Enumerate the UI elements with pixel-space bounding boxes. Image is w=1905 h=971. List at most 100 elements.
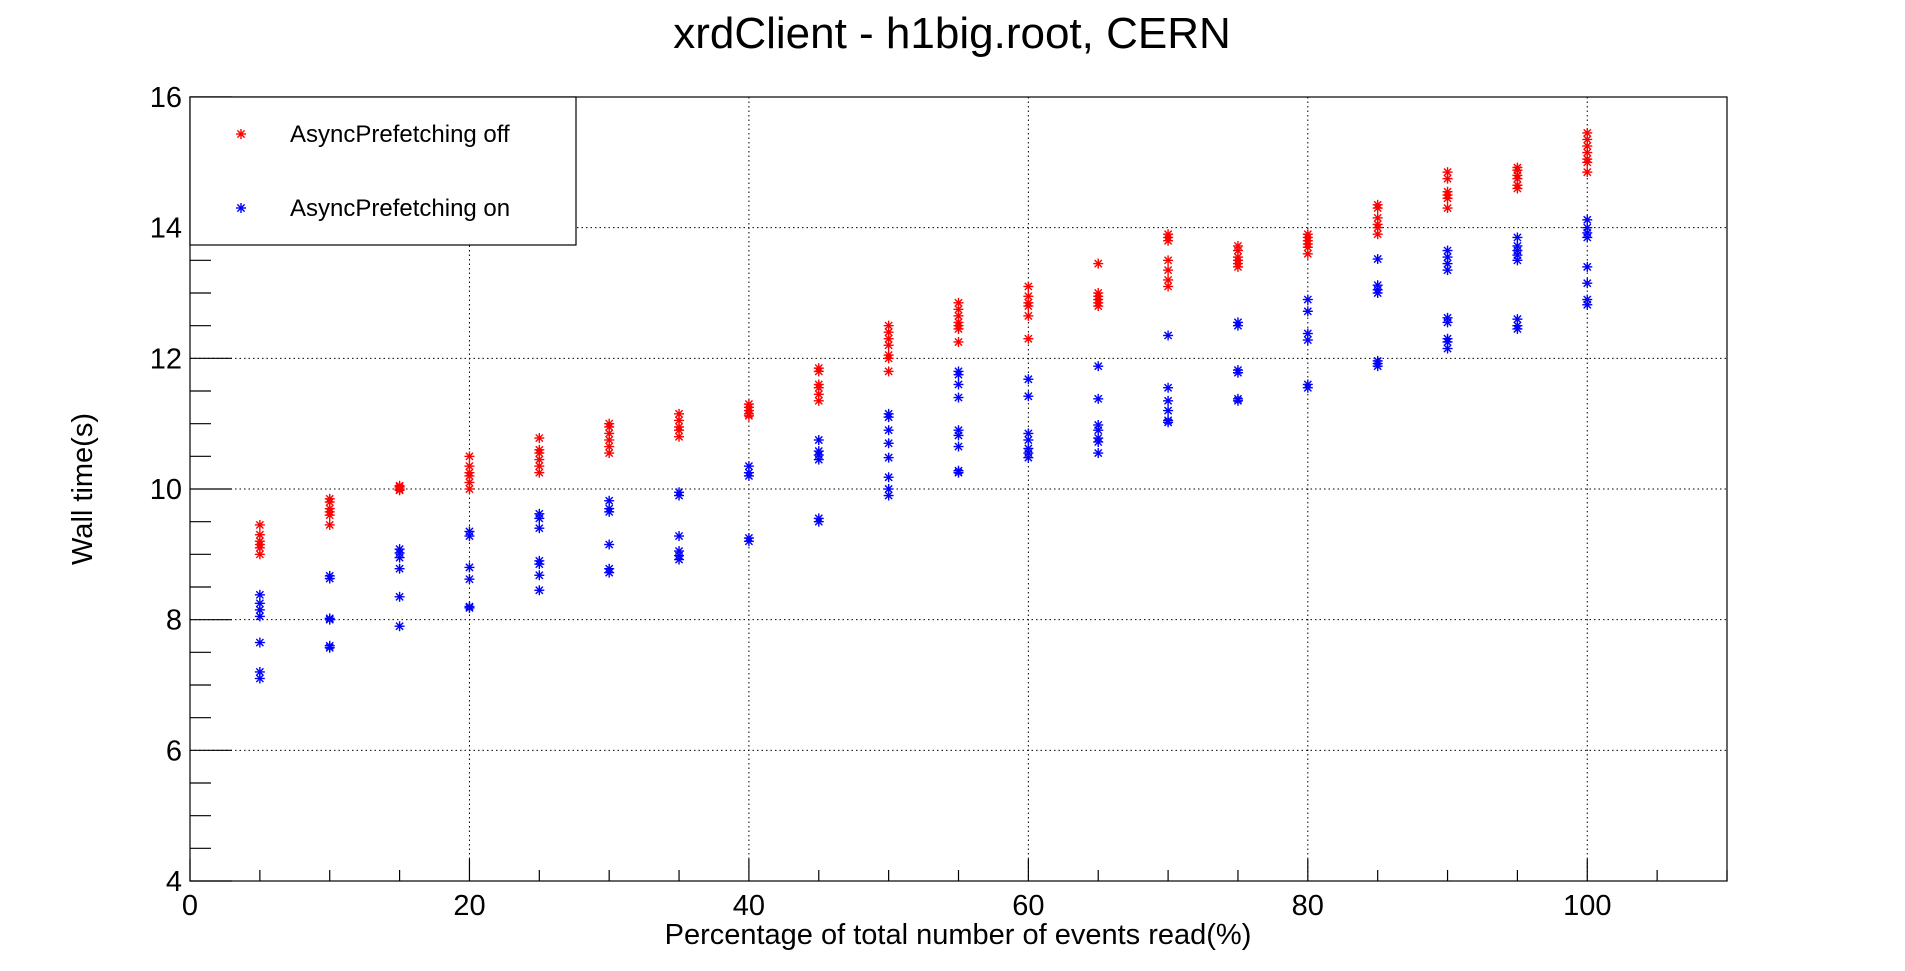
data-point	[1302, 379, 1313, 390]
data-point	[1163, 281, 1174, 292]
legend-marker-asyncprefetching-on	[236, 203, 246, 213]
data-point	[1442, 252, 1453, 263]
data-point	[1582, 278, 1593, 289]
data-point	[1093, 361, 1104, 372]
data-point	[1512, 180, 1523, 191]
data-point	[743, 399, 754, 410]
data-point	[1163, 274, 1174, 285]
data-point	[743, 467, 754, 478]
data-point	[394, 563, 405, 574]
data-point	[953, 379, 964, 390]
x-axis-tick-labels: 0 20 40 60 80 100	[182, 890, 1612, 922]
data-point	[883, 320, 894, 331]
data-point	[534, 523, 545, 534]
data-point	[883, 425, 894, 436]
data-point	[1442, 333, 1453, 344]
data-point	[254, 598, 265, 609]
data-point	[1302, 328, 1313, 339]
x-tick-label: 60	[1012, 890, 1044, 922]
data-point	[953, 425, 964, 436]
data-point	[1582, 167, 1593, 178]
data-point	[813, 363, 824, 374]
data-point	[604, 418, 615, 429]
data-point	[674, 531, 685, 542]
data-point	[1023, 291, 1034, 302]
data-point	[883, 408, 894, 419]
data-point	[1512, 314, 1523, 325]
data-point	[534, 508, 545, 519]
data-point	[883, 484, 894, 494]
data-point	[1582, 294, 1593, 305]
data-point	[674, 408, 685, 419]
y-tick-label: 6	[166, 735, 182, 767]
x-tick-label: 100	[1563, 890, 1611, 922]
series-asyncprefetching-on	[254, 214, 1593, 684]
data-point	[1582, 261, 1593, 272]
data-point	[1512, 232, 1523, 243]
data-point	[324, 519, 335, 530]
data-point	[1302, 306, 1313, 317]
data-point	[883, 333, 894, 344]
data-point	[534, 461, 545, 472]
data-point	[464, 574, 475, 585]
data-point	[324, 570, 335, 581]
data-point	[1442, 312, 1453, 323]
data-point	[254, 637, 265, 648]
data-point	[953, 297, 964, 308]
data-point	[1232, 317, 1243, 328]
data-point	[883, 490, 894, 501]
data-point	[813, 435, 824, 445]
legend-label-asyncprefetching-off: AsyncPrefetching off	[290, 121, 510, 148]
data-point	[1163, 382, 1174, 393]
data-point	[1023, 281, 1034, 292]
data-point	[1163, 229, 1174, 240]
data-point	[1023, 333, 1034, 344]
data-point	[534, 570, 545, 581]
x-tick-label: 80	[1292, 890, 1324, 922]
chart-title: xrdClient - h1big.root, CERN	[673, 9, 1231, 58]
data-point	[604, 448, 615, 459]
legend-label-asyncprefetching-on: AsyncPrefetching on	[290, 195, 510, 222]
data-point	[394, 621, 405, 632]
data-point	[1372, 212, 1383, 223]
data-point	[1093, 419, 1104, 430]
data-point	[1023, 443, 1034, 454]
data-point	[1442, 186, 1453, 197]
data-point	[604, 539, 615, 550]
legend: AsyncPrefetching off AsyncPrefetching on	[189, 96, 577, 246]
data-point	[324, 503, 335, 514]
data-point	[1582, 141, 1593, 151]
data-point	[883, 452, 894, 463]
y-tick-label: 16	[150, 82, 182, 114]
data-point	[1023, 428, 1034, 439]
data-point	[1372, 355, 1383, 366]
data-point	[464, 562, 475, 573]
data-point	[1023, 391, 1034, 402]
data-point	[1372, 280, 1383, 291]
data-point	[1302, 229, 1313, 240]
data-point	[464, 461, 475, 472]
data-point	[324, 493, 335, 504]
data-point	[1582, 214, 1593, 225]
y-tick-label: 8	[166, 605, 182, 637]
y-tick-label: 14	[150, 213, 182, 245]
legend-marker-point	[236, 129, 246, 139]
data-point	[394, 591, 405, 602]
data-point	[1372, 254, 1383, 265]
data-point	[394, 544, 405, 555]
data-point	[883, 366, 894, 377]
y-tick-label: 4	[166, 866, 182, 898]
data-point	[1093, 448, 1104, 459]
data-point	[674, 487, 685, 498]
data-point	[324, 613, 335, 624]
data-point	[674, 546, 685, 557]
data-point	[254, 666, 265, 677]
data-point	[1163, 395, 1174, 406]
data-point	[464, 451, 475, 462]
data-point	[1093, 258, 1104, 269]
data-point	[883, 350, 894, 361]
data-point	[743, 533, 754, 543]
plot-frame	[189, 96, 1728, 882]
data-point	[953, 465, 964, 476]
series-asyncprefetching-off	[254, 127, 1593, 560]
